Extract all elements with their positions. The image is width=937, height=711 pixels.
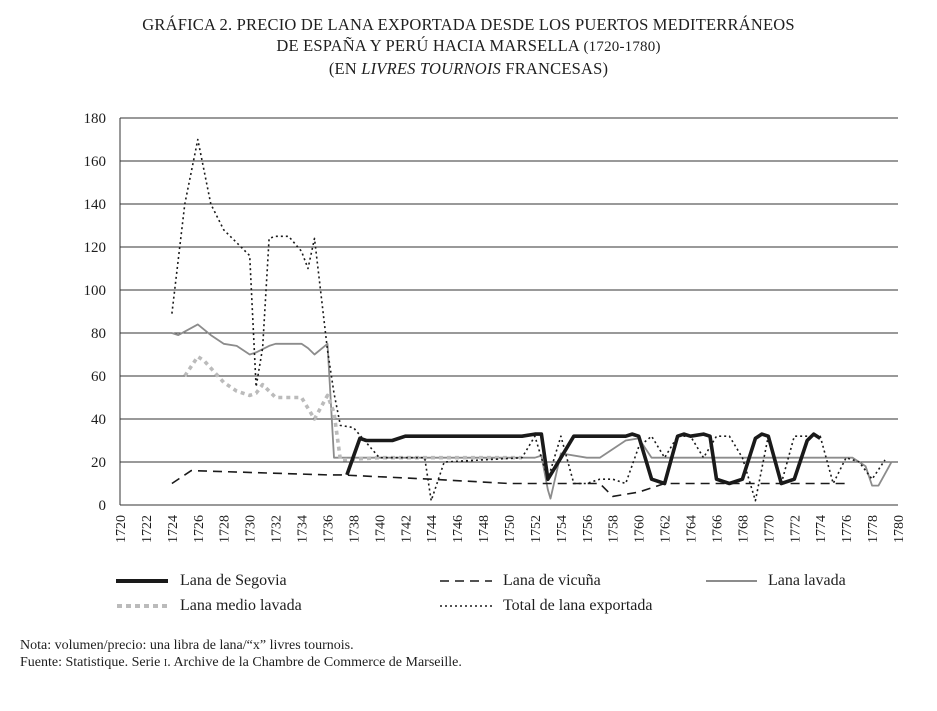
series-line-lana-de-vicuna	[171, 469, 847, 498]
x-tick-label-1758: 1758	[607, 515, 622, 543]
y-tick-label-20: 20	[91, 455, 106, 471]
note-line: Nota: volumen/precio: una libra de lana/…	[20, 638, 354, 653]
series-line-total-de-lana-exportada	[171, 138, 886, 502]
y-tick-label-40: 40	[91, 412, 106, 428]
x-tick-label-1736: 1736	[321, 515, 336, 543]
y-tick-label-0: 0	[99, 498, 107, 514]
x-tick-label-1752: 1752	[529, 515, 544, 543]
y-tick-label-80: 80	[91, 326, 106, 342]
y-tick-label-140: 140	[84, 197, 107, 213]
source-line: Fuente: Statistique. Serie i. Archive de…	[20, 655, 462, 670]
x-tick-label-1740: 1740	[373, 515, 388, 543]
x-tick-label-1756: 1756	[581, 515, 596, 543]
x-tick-label-1746: 1746	[451, 515, 466, 543]
x-tick-label-1760: 1760	[633, 515, 648, 543]
title-line-2: DE ESPAÑA Y PERÚ HACIA MARSELLA (1720-17…	[276, 36, 661, 55]
x-tick-label-1722: 1722	[140, 515, 155, 543]
x-tick-label-1748: 1748	[477, 515, 492, 543]
x-tick-label-1750: 1750	[503, 515, 518, 543]
x-tick-label-1734: 1734	[296, 515, 311, 543]
x-tick-label-1780: 1780	[892, 515, 907, 543]
x-tick-label-1776: 1776	[840, 515, 855, 543]
x-tick-label-1768: 1768	[736, 515, 751, 543]
x-tick-label-1726: 1726	[192, 515, 207, 543]
x-tick-label-1772: 1772	[788, 515, 803, 543]
x-tick-label-1732: 1732	[270, 515, 285, 543]
x-tick-label-1754: 1754	[555, 515, 570, 543]
title-line-3: (EN LIVRES TOURNOIS FRANCESAS)	[328, 59, 609, 78]
y-tick-label-180: 180	[84, 111, 107, 127]
x-tick-label-1744: 1744	[425, 515, 440, 543]
x-tick-label-1724: 1724	[166, 515, 181, 543]
chart-title: GRÁFICA 2. PRECIO DE LANA EXPORTADA DESD…	[0, 14, 937, 79]
x-tick-label-1774: 1774	[814, 515, 829, 543]
y-tick-label-120: 120	[84, 240, 107, 256]
x-tick-label-1730: 1730	[244, 515, 259, 543]
chart-notes: Nota: volumen/precio: una libra de lana/…	[20, 637, 462, 671]
x-tick-label-1720: 1720	[114, 515, 129, 543]
x-tick-label-1764: 1764	[685, 515, 700, 543]
x-tick-label-1742: 1742	[399, 515, 414, 543]
series-line-lana-medio-lavada	[183, 354, 522, 462]
x-tick-label-1762: 1762	[659, 515, 674, 543]
x-tick-label-1770: 1770	[762, 515, 777, 543]
x-tick-label-1778: 1778	[866, 515, 881, 543]
y-tick-label-100: 100	[84, 283, 107, 299]
title-line-1: GRÁFICA 2. PRECIO DE LANA EXPORTADA DESD…	[142, 15, 795, 34]
series-line-lana-de-segovia	[345, 432, 822, 486]
x-tick-label-1738: 1738	[347, 515, 362, 543]
x-tick-label-1766: 1766	[710, 515, 725, 543]
y-tick-label-60: 60	[91, 369, 106, 385]
x-tick-label-1728: 1728	[218, 515, 233, 543]
y-tick-label-160: 160	[84, 154, 107, 170]
